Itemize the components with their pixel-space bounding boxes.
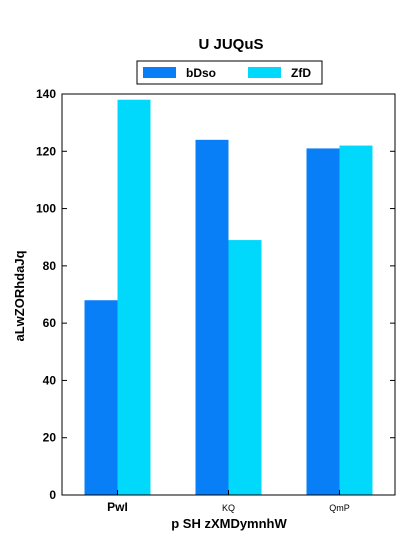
legend-label-bDso: bDso — [186, 66, 216, 80]
x-tick-label-PwI: PwI — [107, 500, 128, 514]
y-tick-label: 100 — [36, 202, 56, 216]
legend-frame — [136, 60, 323, 85]
y-axis-label: aLwZORhdaJq — [12, 250, 27, 341]
y-tick-label: 0 — [49, 488, 56, 502]
y-tick-label: 120 — [36, 144, 56, 158]
bar-ZfD-KQ — [228, 240, 262, 495]
y-axis-ticks: 0 20 40 60 80 100 120 140 — [36, 87, 395, 502]
x-axis-label: p SH zXMDymnhW — [171, 516, 287, 531]
bar-ZfD-PwI — [117, 99, 151, 495]
x-tick-label-KQ: KQ — [222, 503, 235, 513]
x-tick-label-QmP: QmP — [329, 503, 350, 513]
bar-bDso-QmP — [306, 148, 340, 495]
y-tick-label: 140 — [36, 87, 56, 101]
legend: bDso ZfD — [136, 60, 323, 85]
y-tick-label: 40 — [43, 373, 57, 387]
y-tick-label: 60 — [43, 316, 57, 330]
x-axis-ticks: PwI KQ QmP — [107, 490, 350, 514]
legend-swatch-bDso — [143, 67, 176, 78]
plot-frame — [61, 93, 396, 496]
legend-swatch-ZfD — [248, 67, 281, 78]
bar-bDso-PwI — [84, 300, 118, 495]
y-tick-label: 80 — [43, 259, 57, 273]
bar-bDso-KQ — [195, 139, 229, 496]
legend-label-ZfD: ZfD — [291, 66, 311, 80]
bars-group — [84, 99, 373, 496]
chart-title: U JUQuS — [198, 36, 263, 53]
y-tick-label: 20 — [43, 431, 57, 445]
bar-ZfD-QmP — [339, 145, 373, 496]
